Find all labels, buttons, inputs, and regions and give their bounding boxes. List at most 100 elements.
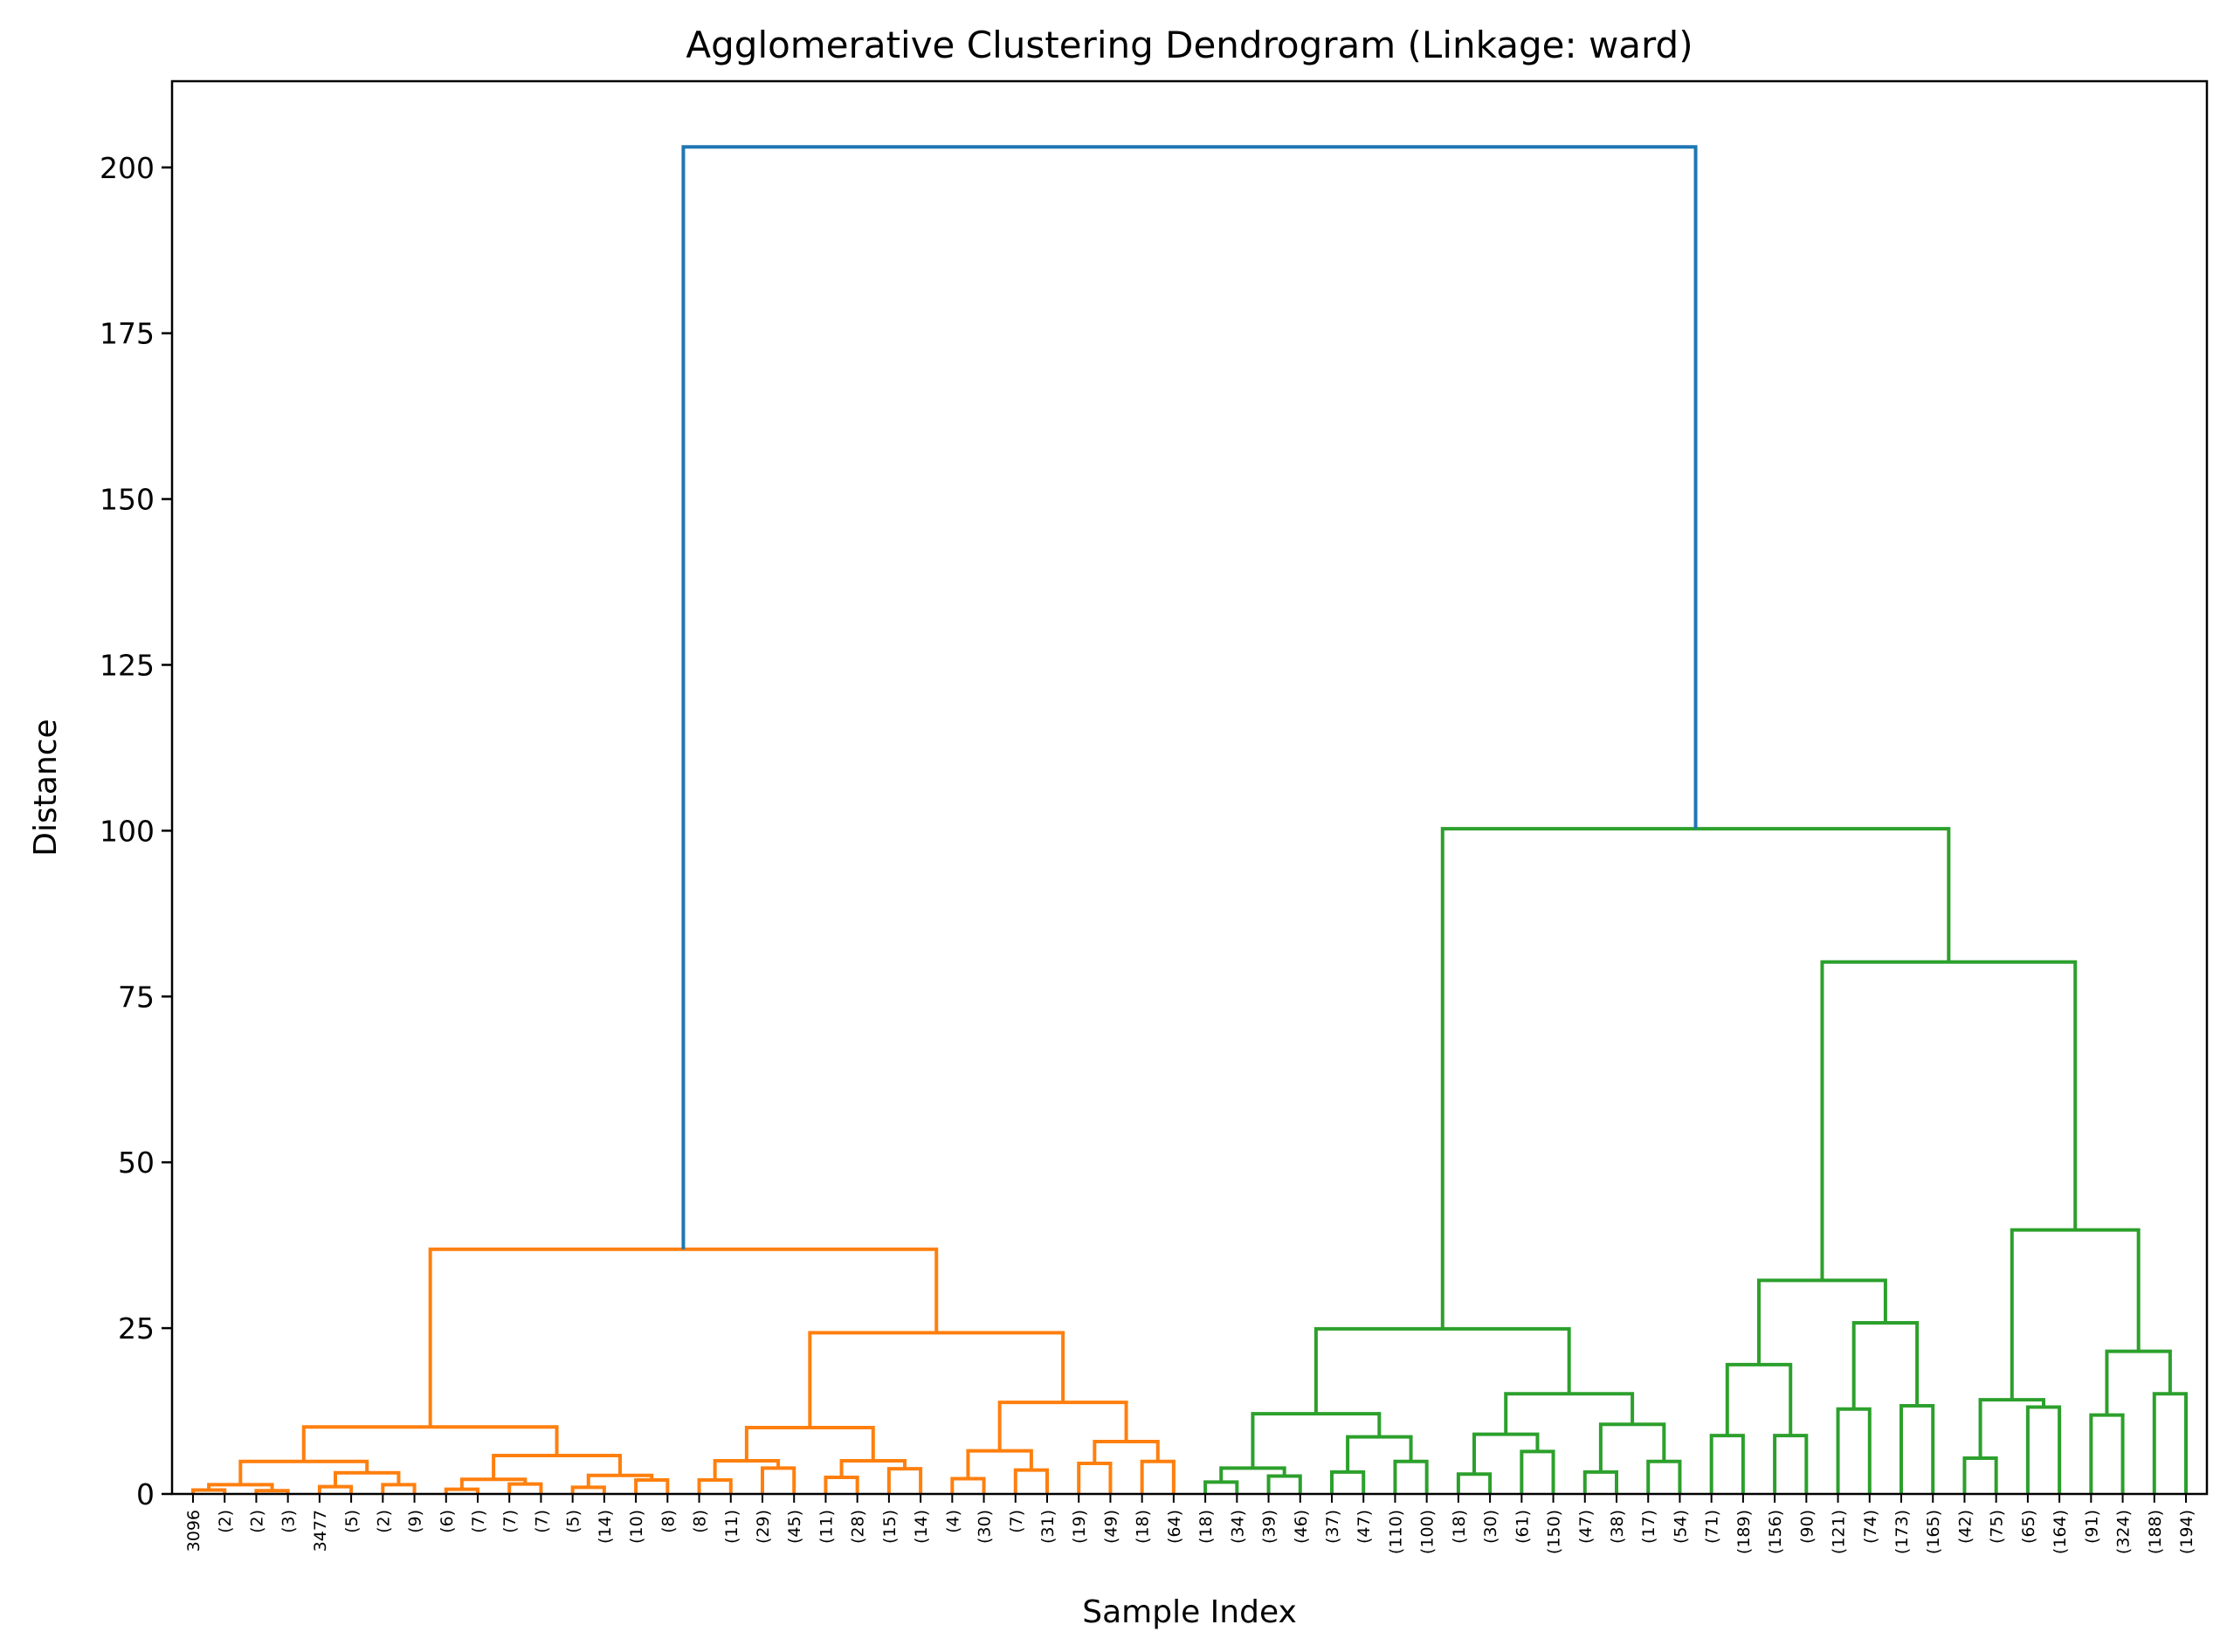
dendrogram-link — [1393, 1459, 1429, 1494]
y-axis: 0 25 50 75 100 125 150 175 200 — [100, 151, 172, 1511]
y-tick-label: 25 — [118, 1311, 155, 1346]
leaf-label: (3) — [279, 1510, 299, 1533]
leaf-label: (46) — [1292, 1510, 1311, 1544]
leaf-label: (65) — [2019, 1510, 2038, 1544]
dendrogram-link — [1504, 1392, 1635, 1435]
leaf-label: (54) — [1671, 1510, 1690, 1544]
leaf-label: (75) — [1988, 1510, 2007, 1544]
leaf-label: (28) — [849, 1510, 868, 1544]
leaf-label: (17) — [1639, 1510, 1658, 1544]
leaf-label: (11) — [722, 1510, 741, 1544]
leaf-label: (173) — [1893, 1510, 1912, 1554]
x-axis-leaf-labels: 3096 (2) (2) (3) 3477 (5) (2) (9) (6) (7) (7) (7) (5… — [184, 1494, 2196, 1554]
dendrogram-link — [697, 1478, 733, 1494]
dendrogram-link — [459, 1477, 527, 1490]
leaf-label: (5) — [564, 1510, 583, 1533]
leaf-label: (121) — [1830, 1510, 1849, 1554]
leaf-label: (29) — [754, 1510, 773, 1544]
leaf-label: (150) — [1545, 1510, 1564, 1554]
dendrogram-link — [1203, 1480, 1239, 1494]
dendrogram-link — [1598, 1422, 1666, 1472]
y-tick-label: 0 — [136, 1477, 155, 1511]
leaf-label: (188) — [2146, 1510, 2165, 1554]
dendrogram-link — [238, 1459, 369, 1485]
leaf-label: (45) — [785, 1510, 804, 1544]
leaf-label: (38) — [1608, 1510, 1627, 1544]
leaf-label: (110) — [1386, 1510, 1405, 1554]
dendrogram-link — [634, 1478, 670, 1494]
leaf-label: (18) — [1134, 1510, 1153, 1544]
leaf-label: (6) — [438, 1510, 457, 1533]
leaf-label: (9) — [406, 1510, 425, 1533]
dendrogram-link — [428, 1247, 939, 1428]
y-tick-label: 175 — [100, 317, 155, 351]
y-tick-label: 75 — [118, 980, 155, 1014]
y-tick-label: 125 — [100, 648, 155, 682]
leaf-label: (194) — [2177, 1510, 2196, 1554]
dendrogram-link — [2025, 1405, 2062, 1494]
leaf-label: (64) — [1165, 1510, 1184, 1544]
dendrogram-link — [207, 1483, 274, 1491]
leaf-label: (47) — [1576, 1510, 1596, 1544]
leaf-label: (11) — [817, 1510, 836, 1544]
leaf-label: (8) — [658, 1510, 678, 1533]
leaf-label: (39) — [1260, 1510, 1279, 1544]
leaf-label: (7) — [532, 1510, 551, 1533]
dendrogram-link — [839, 1459, 907, 1478]
dendrogram-link — [381, 1483, 417, 1494]
dendrogram-link — [301, 1425, 559, 1462]
dendrogram-link — [507, 1482, 543, 1494]
leaf-label: (49) — [1101, 1510, 1120, 1544]
leaf-label: (18) — [1450, 1510, 1469, 1544]
dendrogram-link — [1140, 1459, 1176, 1494]
leaf-label: (34) — [1228, 1510, 1247, 1544]
leaf-label: (2) — [216, 1510, 235, 1533]
leaf-label: (2) — [374, 1510, 393, 1533]
leaf-label: (7) — [1007, 1510, 1026, 1533]
leaf-label: (15) — [880, 1510, 900, 1544]
leaf-label: 3477 — [311, 1510, 330, 1552]
leaf-label: (30) — [976, 1510, 995, 1544]
dendrogram-link — [1093, 1439, 1160, 1464]
dendrogram-link — [744, 1426, 875, 1462]
dendrogram-link — [681, 145, 1698, 1249]
dendrogram-link — [1251, 1412, 1382, 1469]
y-tick-label: 200 — [100, 151, 155, 185]
y-axis-label: Distance — [28, 719, 64, 856]
leaf-label: (4) — [943, 1510, 962, 1533]
dendrogram-link — [1836, 1407, 1872, 1494]
y-tick-label: 50 — [118, 1146, 155, 1180]
leaf-label: (324) — [2114, 1510, 2134, 1554]
leaf-label: (37) — [1323, 1510, 1342, 1544]
leaf-label: (14) — [596, 1510, 615, 1544]
leaf-label: (165) — [1924, 1510, 1943, 1554]
leaf-label: (189) — [1734, 1510, 1754, 1554]
leaf-label: (2) — [247, 1510, 266, 1533]
dendrogram-links — [191, 145, 2188, 1494]
leaf-label: 3096 — [184, 1510, 203, 1552]
leaf-label: (14) — [912, 1510, 931, 1544]
leaf-label: (18) — [1196, 1510, 1216, 1544]
dendrogram-link — [713, 1459, 781, 1481]
y-tick-label: 150 — [100, 483, 155, 517]
leaf-label: (100) — [1418, 1510, 1438, 1554]
leaf-label: (90) — [1797, 1510, 1817, 1544]
dendrogram-link — [2010, 1228, 2141, 1401]
leaf-label: (61) — [1513, 1510, 1532, 1544]
dendrogram-link — [2152, 1392, 2188, 1494]
leaf-label: (91) — [2082, 1510, 2101, 1544]
leaf-label: (164) — [2051, 1510, 2070, 1554]
leaf-label: (47) — [1355, 1510, 1374, 1544]
leaf-label: (30) — [1481, 1510, 1500, 1544]
leaf-label: (10) — [627, 1510, 646, 1544]
leaf-label: (7) — [500, 1510, 520, 1533]
x-axis-label: Sample Index — [1082, 1594, 1297, 1630]
leaf-label: (74) — [1861, 1510, 1880, 1544]
dendrogram-link — [1440, 827, 1951, 1329]
dendrogram-link — [1646, 1459, 1682, 1494]
chart-title: Agglomerative Clustering Dendrogram (Lin… — [686, 24, 1693, 66]
leaf-label: (7) — [469, 1510, 488, 1533]
leaf-label: (5) — [342, 1510, 362, 1533]
